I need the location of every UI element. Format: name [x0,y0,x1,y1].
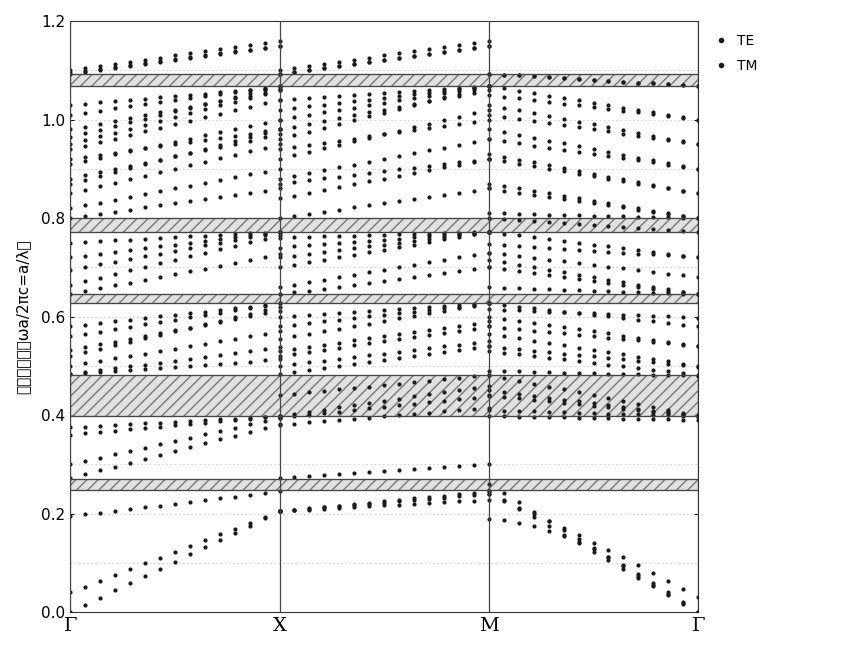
Bar [71,374,698,416]
Y-axis label: 归一化频率（ωa/2πc=a/λ）: 归一化频率（ωa/2πc=a/λ） [15,239,30,394]
Bar [71,218,698,232]
Legend: TE, TM: TE, TM [701,28,763,78]
Bar [71,479,698,491]
Bar [71,294,698,304]
Bar [71,73,698,86]
